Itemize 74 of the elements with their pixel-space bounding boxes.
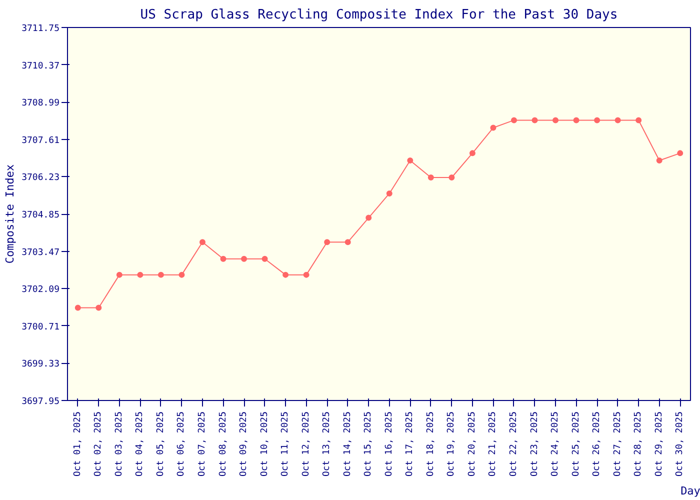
- point: [324, 239, 330, 246]
- x-tick-label: Oct 24, 2025: [550, 411, 561, 477]
- point: [241, 256, 248, 262]
- x-tick-label: Oct 29, 2025: [654, 411, 664, 477]
- x-tick-label: Oct 26, 2025: [592, 411, 602, 477]
- point: [96, 304, 102, 311]
- y-tick-label: 3707.61: [22, 136, 60, 146]
- y-tick-label: 3697.95: [22, 397, 60, 407]
- point: [448, 174, 455, 181]
- y-tick-label: 3710.37: [22, 61, 60, 72]
- x-tick-label: Oct 08, 2025: [218, 411, 228, 477]
- x-tick-label: Oct 28, 2025: [634, 411, 644, 477]
- point: [386, 190, 392, 196]
- point: [656, 157, 662, 164]
- x-tick-label: Oct 22, 2025: [508, 411, 519, 477]
- x-tick-label: Oct 12, 2025: [301, 411, 312, 477]
- x-tick-label: Oct 04, 2025: [135, 411, 146, 477]
- x-tick-label: Oct 27, 2025: [612, 411, 623, 477]
- point: [116, 272, 122, 278]
- point: [510, 117, 517, 124]
- y-tick-label: 3711.75: [22, 24, 60, 34]
- x-tick-label: Oct 10, 2025: [260, 411, 270, 477]
- x-tick-label: Oct 21, 2025: [488, 411, 498, 477]
- point: [636, 117, 642, 124]
- x-tick-label: Oct 23, 2025: [530, 411, 540, 477]
- x-tick-label: Oct 11, 2025: [280, 411, 291, 477]
- x-tick-label: Oct 18, 2025: [426, 411, 436, 477]
- point: [428, 174, 434, 181]
- y-tick-label: 3706.23: [22, 173, 60, 184]
- y-tick-label: 3700.71: [22, 322, 60, 332]
- point: [552, 117, 559, 124]
- y-tick-label: 3703.47: [22, 248, 60, 258]
- point: [262, 256, 268, 262]
- y-tick-label: 3708.99: [22, 98, 60, 109]
- x-tick-label: Oct 07, 2025: [197, 411, 208, 477]
- y-tick-label: 3699.33: [22, 360, 60, 370]
- point: [178, 272, 185, 278]
- chart-title: US Scrap Glass Recycling Composite Index For the Past 30 Days: [140, 8, 618, 22]
- x-tick-label: Oct 13, 2025: [322, 411, 332, 477]
- y-tick-label: 3704.85: [22, 210, 60, 220]
- point: [407, 157, 414, 164]
- point: [303, 272, 310, 278]
- point: [573, 117, 580, 124]
- point: [469, 150, 476, 156]
- x-tick-label: Oct 30, 2025: [675, 411, 686, 477]
- y-tick-label: 3702.09: [22, 285, 60, 296]
- y-axis-title: Composite Index: [4, 164, 17, 264]
- point: [677, 150, 684, 156]
- point: [594, 117, 600, 124]
- point: [158, 272, 164, 278]
- point: [490, 124, 496, 131]
- x-tick-label: Oct 17, 2025: [405, 411, 416, 477]
- x-tick-label: Oct 25, 2025: [571, 411, 582, 477]
- x-tick-label: Oct 09, 2025: [239, 411, 250, 477]
- x-tick-label: Oct 01, 2025: [72, 411, 83, 477]
- point: [199, 239, 206, 246]
- x-tick-label: Oct 14, 2025: [342, 411, 353, 477]
- x-tick-label: Oct 03, 2025: [114, 411, 124, 477]
- x-tick-label: Oct 05, 2025: [156, 411, 166, 477]
- x-axis-title: Day: [680, 484, 700, 498]
- point: [344, 239, 351, 246]
- x-tick-label: Oct 20, 2025: [467, 411, 478, 477]
- x-tick-label: Oct 06, 2025: [176, 411, 187, 477]
- point: [282, 272, 289, 278]
- point: [74, 304, 81, 311]
- x-tick-label: Oct 15, 2025: [364, 411, 374, 477]
- x-tick-label: Oct 19, 2025: [446, 411, 457, 477]
- point: [614, 117, 621, 124]
- x-tick-label: Oct 16, 2025: [384, 411, 394, 477]
- point: [137, 272, 144, 278]
- point: [366, 214, 372, 221]
- point: [220, 256, 226, 262]
- x-tick-label: Oct 02, 2025: [94, 411, 104, 477]
- point: [532, 117, 538, 124]
